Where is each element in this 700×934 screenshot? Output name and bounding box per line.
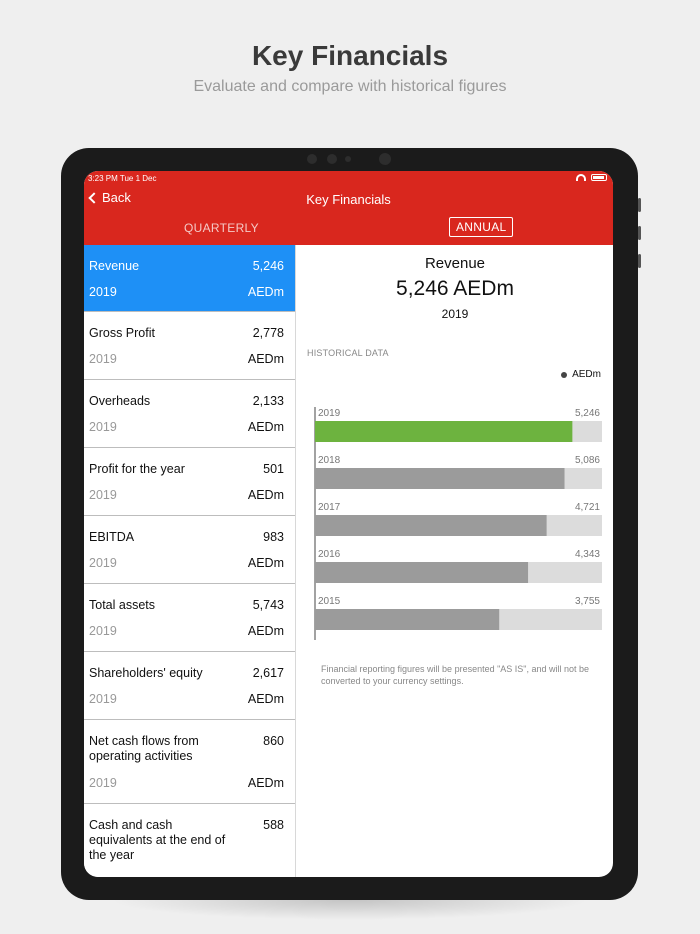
historical-bar-chart: 2019 5,246 2018 5,086 2017 4,721 2016 4,343 2015… xyxy=(314,407,602,640)
detail-title: Revenue xyxy=(424,255,486,272)
metric-year: 2019 xyxy=(89,352,117,366)
bar-value-label: 4,721 xyxy=(575,502,600,513)
metric-name: Profit for the year xyxy=(89,462,185,476)
bar-value-label: 5,086 xyxy=(575,455,600,466)
bar-2019 xyxy=(315,421,573,442)
metric-value: 501 xyxy=(263,462,284,476)
back-label: Back xyxy=(102,190,131,205)
metric-unit: AEDm xyxy=(247,420,284,434)
metric-unit: AEDm xyxy=(247,776,284,790)
volume-button xyxy=(638,226,641,240)
metric-row-ebitda[interactable]: EBITDA 983 2019 AEDm xyxy=(84,516,295,584)
back-button[interactable]: Back xyxy=(88,190,131,205)
wifi-icon xyxy=(576,174,586,181)
metric-value: 5,743 xyxy=(252,598,284,612)
historical-data-label: HISTORICAL DATA xyxy=(307,348,389,358)
battery-icon xyxy=(591,174,607,181)
bar-value-label: 3,755 xyxy=(575,596,600,607)
metric-row-overheads[interactable]: Overheads 2,133 2019 AEDm xyxy=(84,380,295,448)
metric-value: 2,133 xyxy=(252,394,284,408)
bar-2017 xyxy=(315,515,547,536)
camera-icon xyxy=(307,154,317,164)
volume-button xyxy=(638,198,641,212)
metric-name: Shareholders' equity xyxy=(89,666,203,680)
metric-unit: AEDm xyxy=(247,352,284,366)
status-time: 3:23 PM Tue 1 Dec xyxy=(88,174,157,183)
metric-name: Cash and cash equivalents at the end of … xyxy=(89,818,226,862)
bar-year-label: 2015 xyxy=(318,596,341,607)
legend-dot-icon xyxy=(561,371,568,378)
metric-unit: AEDm xyxy=(247,624,284,638)
bar-2016 xyxy=(315,562,529,583)
tab-annual[interactable]: ANNUAL xyxy=(449,217,514,237)
metric-value: 860 xyxy=(263,734,284,748)
metric-unit: AEDm xyxy=(247,692,284,706)
status-icons xyxy=(576,174,607,181)
metric-row-total-assets[interactable]: Total assets 5,743 2019 AEDm xyxy=(84,584,295,652)
sensor-icon xyxy=(327,154,337,164)
bar-year-label: 2018 xyxy=(318,455,341,466)
metric-year: 2019 xyxy=(89,692,117,706)
metric-value: 2,617 xyxy=(252,666,284,680)
detail-year: 2019 xyxy=(441,307,469,321)
detail-panel: Revenue 5,246 AEDm 2019 HISTORICAL DATA … xyxy=(297,245,613,877)
bar-value-label: 4,343 xyxy=(575,549,600,560)
metric-value: 588 xyxy=(263,818,284,832)
nav-title: Key Financials xyxy=(306,192,391,207)
bar-value-label: 5,246 xyxy=(575,408,600,419)
metric-year: 2019 xyxy=(89,776,117,790)
metric-year: 2019 xyxy=(89,488,117,502)
metric-name: Total assets xyxy=(89,598,156,612)
bar-year-label: 2016 xyxy=(318,549,341,560)
metric-year: 2019 xyxy=(89,556,117,570)
nav-header: 3:23 PM Tue 1 Dec Back Key Financials QU… xyxy=(84,171,613,245)
metric-name: Net cash flows from operating activities xyxy=(89,734,199,763)
metric-row-profit[interactable]: Profit for the year 501 2019 AEDm xyxy=(84,448,295,516)
bar-2015 xyxy=(315,609,500,630)
bar-year-label: 2019 xyxy=(318,408,341,419)
metric-unit: AEDm xyxy=(247,556,284,570)
volume-button xyxy=(638,254,641,268)
metrics-list: Revenue 5,246 2019 AEDm Gross Profit 2,7… xyxy=(84,245,296,877)
metric-unit: AEDm xyxy=(247,488,284,502)
camera-icon xyxy=(379,153,391,165)
metric-year: 2019 xyxy=(89,624,117,638)
app-screen: 3:23 PM Tue 1 Dec Back Key Financials QU… xyxy=(84,171,613,877)
currency-footnote: Financial reporting figures will be pres… xyxy=(321,664,590,686)
promo-title: Key Financials xyxy=(251,40,449,71)
metric-row-revenue[interactable]: Revenue 5,246 2019 AEDm xyxy=(84,245,295,312)
detail-value: 5,246 AEDm xyxy=(396,277,514,300)
sensor-icon xyxy=(345,156,351,162)
promo-subtitle: Evaluate and compare with historical fig… xyxy=(193,78,507,95)
metric-name: EBITDA xyxy=(89,530,135,544)
bar-2018 xyxy=(315,468,565,489)
metric-name: Gross Profit xyxy=(89,326,155,340)
chart-legend: AEDm xyxy=(561,369,601,380)
tab-quarterly[interactable]: QUARTERLY xyxy=(184,221,259,235)
metric-row-cash-equivalents[interactable]: Cash and cash equivalents at the end of … xyxy=(84,804,295,877)
metric-year: 2019 xyxy=(89,285,117,299)
metric-value: 2,778 xyxy=(252,326,284,340)
metric-row-gross-profit[interactable]: Gross Profit 2,778 2019 AEDm xyxy=(84,312,295,380)
metric-value: 5,246 xyxy=(252,259,284,273)
metric-value: 983 xyxy=(263,530,284,544)
bar-year-label: 2017 xyxy=(318,502,341,513)
metric-year: 2019 xyxy=(89,420,117,434)
metric-name: Overheads xyxy=(89,394,151,408)
metric-row-cash-flows[interactable]: Net cash flows from operating activities… xyxy=(84,720,295,804)
metric-name: Revenue xyxy=(89,259,140,273)
legend-label: AEDm xyxy=(572,369,601,380)
metric-row-equity[interactable]: Shareholders' equity 2,617 2019 AEDm xyxy=(84,652,295,720)
metric-unit: AEDm xyxy=(247,285,284,299)
